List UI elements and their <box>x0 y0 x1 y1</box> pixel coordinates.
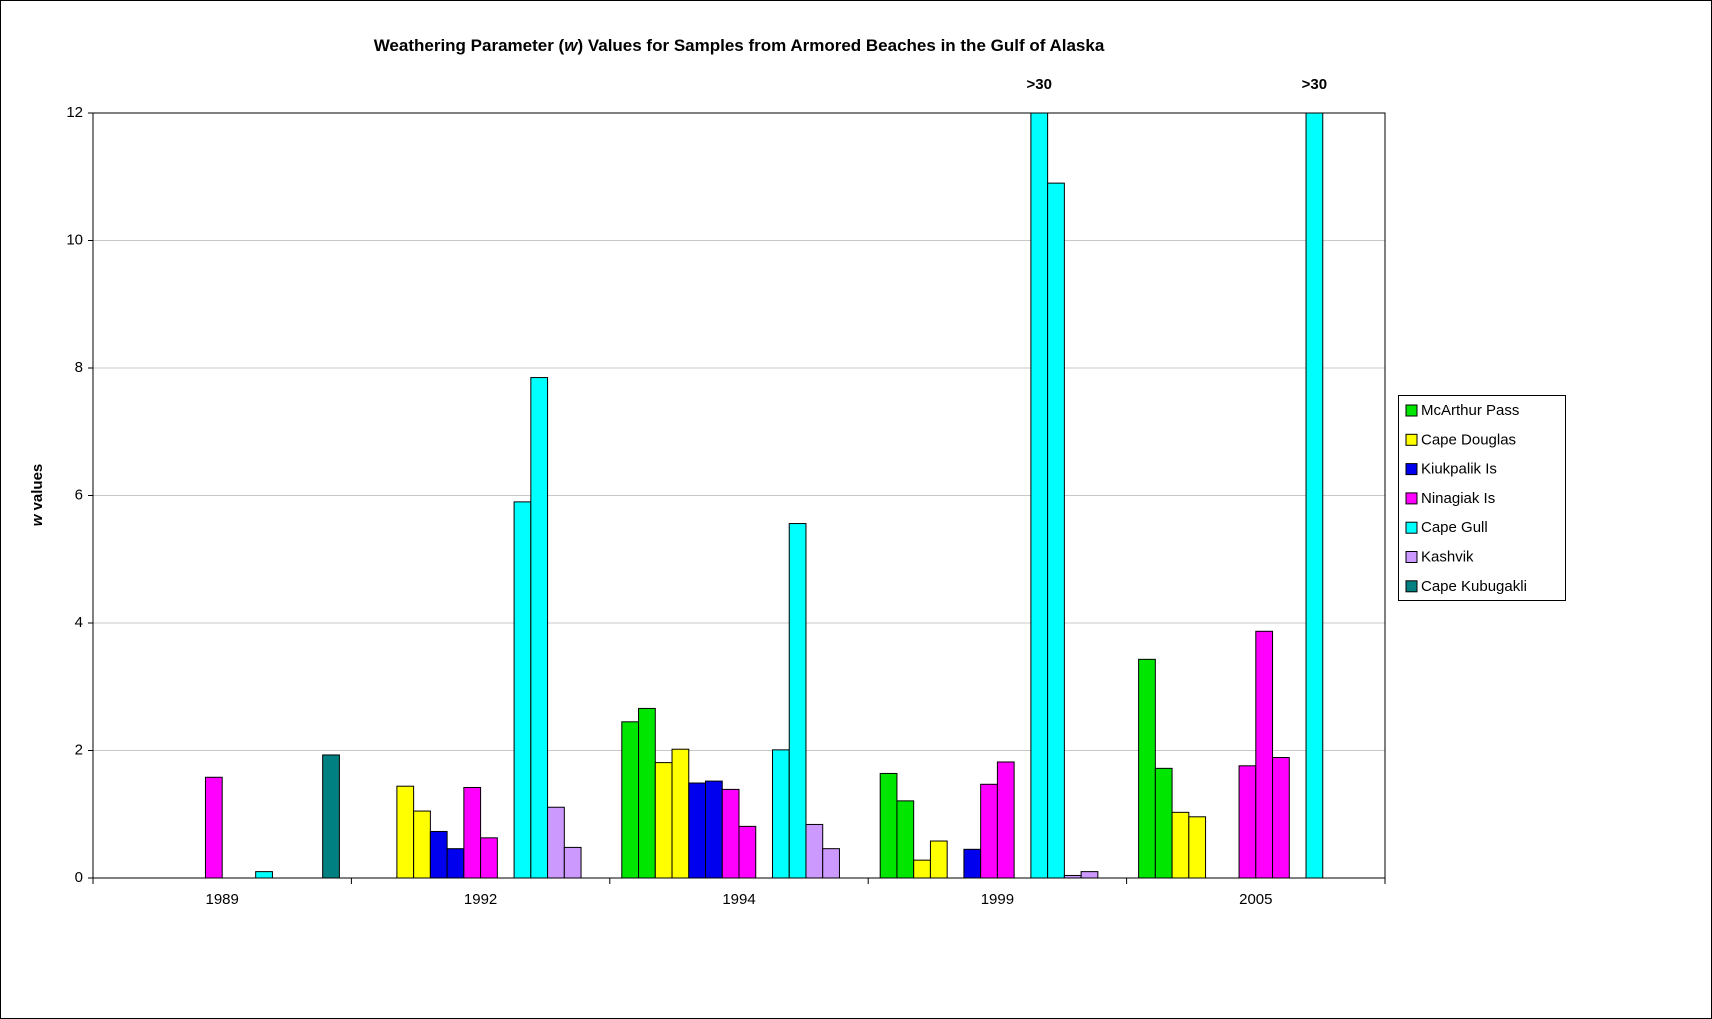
legend-swatch <box>1405 521 1418 534</box>
bar <box>879 772 898 879</box>
bar <box>1047 182 1065 879</box>
bar <box>788 523 807 879</box>
bar <box>1171 811 1190 879</box>
title-part: w <box>564 36 579 55</box>
y-tick-label: 2 <box>75 741 83 758</box>
bar <box>705 780 723 879</box>
bar <box>688 782 707 879</box>
legend-swatch <box>1405 433 1418 446</box>
legend-swatch <box>1405 463 1418 476</box>
bar <box>255 871 273 879</box>
bar <box>480 837 498 879</box>
bar <box>429 830 448 879</box>
bar <box>204 776 223 879</box>
bar <box>805 823 824 879</box>
bar <box>530 377 549 879</box>
chart-title: Weathering Parameter (w) Values for Samp… <box>374 36 1105 55</box>
y-tick-label: 8 <box>75 359 83 376</box>
axes: 0 2 4 6 8 10 12 1989 1992 1994 1999 >30 2005 >30 <box>66 76 1386 908</box>
bar <box>822 848 840 879</box>
bar <box>322 754 340 879</box>
bar <box>513 501 532 879</box>
y-tick-label: 12 <box>66 104 83 121</box>
x-tick-label: 1992 <box>464 891 497 908</box>
legend-label: Cape Kubugakli <box>1421 578 1527 595</box>
bar <box>1030 113 1049 879</box>
plot-border <box>92 112 1386 879</box>
bar <box>638 707 656 879</box>
legend: McArthur Pass Cape Douglas Kiukpalik Is Nin… <box>1398 395 1566 601</box>
x-tick-label: 2005 <box>1239 891 1272 908</box>
y-tick-label: 4 <box>75 614 83 631</box>
bar <box>929 840 948 879</box>
bar <box>654 762 673 879</box>
grid <box>93 240 1385 751</box>
bar <box>771 749 790 879</box>
y-tick-label: 6 <box>75 486 83 503</box>
bar <box>671 748 690 879</box>
x-tick-label: 1994 <box>722 891 755 908</box>
legend-box <box>1398 395 1566 601</box>
bar <box>621 721 640 879</box>
bar <box>463 786 482 879</box>
bar <box>721 788 740 879</box>
legend-label: McArthur Pass <box>1421 402 1519 419</box>
legend-label: Cape Douglas <box>1421 431 1516 448</box>
bar <box>1305 113 1324 879</box>
bar <box>980 783 998 879</box>
legend-swatch <box>1405 580 1418 593</box>
bar <box>563 846 582 879</box>
bar <box>1154 767 1173 879</box>
y-title-part: values <box>29 464 46 515</box>
bar <box>446 848 465 879</box>
value-label: >30 <box>1027 76 1052 93</box>
legend-label: Kiukpalik Is <box>1421 461 1497 478</box>
bar <box>996 761 1015 879</box>
bar <box>413 810 431 879</box>
bar <box>963 848 982 879</box>
y-axis-title: w values <box>29 464 46 527</box>
bar <box>547 806 565 879</box>
legend-swatch <box>1405 551 1418 563</box>
legend-label: Kashvik <box>1421 548 1474 565</box>
legend-label: Ninagiak Is <box>1421 490 1495 507</box>
x-tick-label: 1989 <box>206 891 239 908</box>
y-tick-label: 0 <box>75 869 83 886</box>
bar <box>1188 816 1207 879</box>
legend-swatch <box>1405 492 1418 505</box>
title-part: Weathering Parameter ( <box>374 36 565 55</box>
bar <box>1138 658 1156 879</box>
bar <box>396 785 415 879</box>
bar <box>1238 765 1257 879</box>
x-tick-label: 1999 <box>981 891 1014 908</box>
legend-label: Cape Gull <box>1421 519 1488 536</box>
value-label: >30 <box>1302 76 1327 93</box>
bar <box>1080 871 1099 879</box>
legend-swatch <box>1405 404 1418 417</box>
y-title-part: w <box>29 513 46 526</box>
bar <box>913 859 931 879</box>
bar <box>896 800 915 879</box>
title-part: ) Values for Samples from Armored Beache… <box>577 36 1104 55</box>
bar <box>1255 630 1274 879</box>
bar <box>738 825 757 879</box>
bar <box>1272 757 1290 879</box>
y-tick-label: 10 <box>66 231 83 248</box>
